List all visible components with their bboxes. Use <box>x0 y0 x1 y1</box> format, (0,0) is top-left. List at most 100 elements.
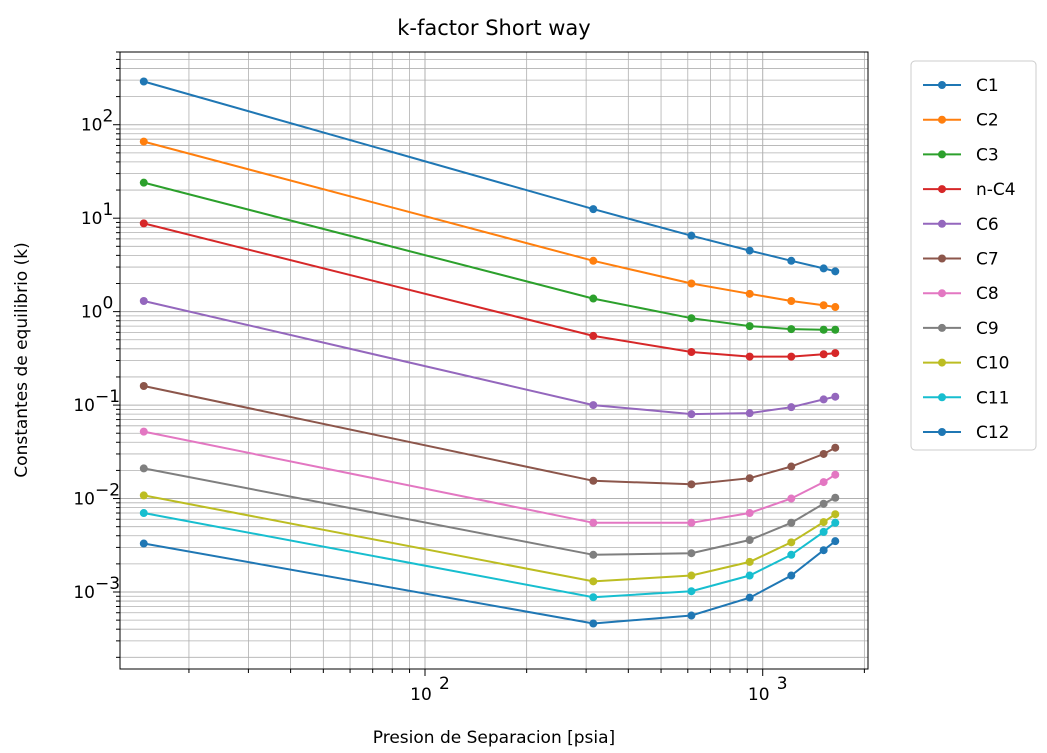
x-axis-label: Presion de Separacion [psia] <box>373 728 615 748</box>
legend-item-n-c4: n-C4 <box>923 180 1016 200</box>
data-point <box>687 480 696 489</box>
y-tick-label: 10 <box>73 490 95 510</box>
legend-item-c2: C2 <box>923 111 999 131</box>
data-point <box>589 619 598 628</box>
series-line <box>143 430 836 524</box>
data-point <box>139 491 148 500</box>
data-point <box>745 246 754 255</box>
series-line <box>143 512 836 599</box>
legend-item-c6: C6 <box>923 215 999 235</box>
x-tick-label-exponent: 3 <box>777 674 788 694</box>
data-point <box>831 267 840 276</box>
y-tick-label: 10 <box>73 583 95 603</box>
data-point <box>831 325 840 334</box>
data-point <box>787 518 796 527</box>
data-point <box>745 557 754 566</box>
data-point <box>819 499 828 508</box>
data-point <box>787 494 796 503</box>
data-point <box>745 474 754 483</box>
legend-marker <box>938 358 946 367</box>
data-point <box>687 518 696 527</box>
data-point <box>687 410 696 419</box>
grid <box>120 51 868 669</box>
chart-title: k-factor Short way <box>397 16 590 40</box>
data-point <box>589 331 598 340</box>
series-line <box>143 385 836 486</box>
data-point <box>831 470 840 479</box>
legend-marker <box>938 81 946 89</box>
legend-label: C9 <box>976 319 999 339</box>
series-line <box>143 80 836 273</box>
y-axis-label: Constantes de equilibrio (k) <box>12 242 32 477</box>
data-point <box>831 518 840 527</box>
data-point <box>687 571 696 580</box>
legend-item-c12: C12 <box>923 423 1010 443</box>
legend-label: C12 <box>976 423 1010 443</box>
series-c12 <box>139 537 840 628</box>
data-point <box>787 462 796 471</box>
data-point <box>787 538 796 547</box>
y-tick-label-exponent: −2 <box>95 481 120 501</box>
legend-label: n-C4 <box>976 180 1016 200</box>
y-tick-label-exponent: −1 <box>95 387 120 407</box>
y-tick-label-exponent: 1 <box>103 200 114 220</box>
data-point <box>745 409 754 418</box>
legend-item-c9: C9 <box>923 319 999 339</box>
series-line <box>143 140 836 308</box>
series-line <box>143 494 836 583</box>
data-point <box>819 449 828 458</box>
data-point <box>139 77 148 86</box>
legend-label: C2 <box>976 111 999 131</box>
y-tick-label-exponent: 0 <box>103 294 114 314</box>
legend-item-c10: C10 <box>923 354 1010 374</box>
legend-marker <box>938 323 946 332</box>
legend-label: C3 <box>976 145 999 165</box>
data-point <box>819 325 828 334</box>
legend-label: C6 <box>976 215 999 235</box>
data-point <box>687 231 696 240</box>
y-tick-label: 10 <box>81 209 103 229</box>
data-point <box>139 219 148 228</box>
series-line <box>143 300 836 416</box>
x-tick-label: 10 <box>748 685 770 705</box>
legend-item-c11: C11 <box>923 388 1010 408</box>
data-point <box>589 205 598 214</box>
data-point <box>787 550 796 559</box>
data-point <box>139 464 148 473</box>
data-point <box>745 352 754 361</box>
data-point <box>831 443 840 452</box>
data-point <box>831 510 840 519</box>
x-tick-label-exponent: 2 <box>439 674 450 694</box>
data-point <box>687 314 696 323</box>
data-point <box>831 493 840 502</box>
data-point <box>745 509 754 518</box>
data-point <box>589 518 598 527</box>
series-c2 <box>139 137 840 312</box>
data-point <box>589 577 598 586</box>
data-point <box>139 427 148 436</box>
y-tick-label-exponent: −3 <box>95 574 120 594</box>
data-point <box>139 509 148 518</box>
data-point <box>589 401 598 410</box>
data-point <box>139 137 148 146</box>
data-point <box>787 352 796 361</box>
series-c9 <box>139 464 840 559</box>
legend-marker <box>938 115 946 124</box>
y-tick-label: 10 <box>73 396 95 416</box>
data-point <box>589 593 598 602</box>
legend-marker <box>938 289 946 298</box>
data-point <box>745 322 754 331</box>
data-point <box>819 395 828 404</box>
data-point <box>745 571 754 580</box>
data-point <box>787 296 796 305</box>
data-point <box>687 587 696 596</box>
data-point <box>819 518 828 527</box>
legend-label: C7 <box>976 250 999 270</box>
series-c6 <box>139 296 840 419</box>
data-point <box>819 301 828 310</box>
data-point <box>745 536 754 545</box>
y-tick-label: 10 <box>81 303 103 323</box>
series-line <box>143 467 836 556</box>
series-line <box>143 540 836 625</box>
